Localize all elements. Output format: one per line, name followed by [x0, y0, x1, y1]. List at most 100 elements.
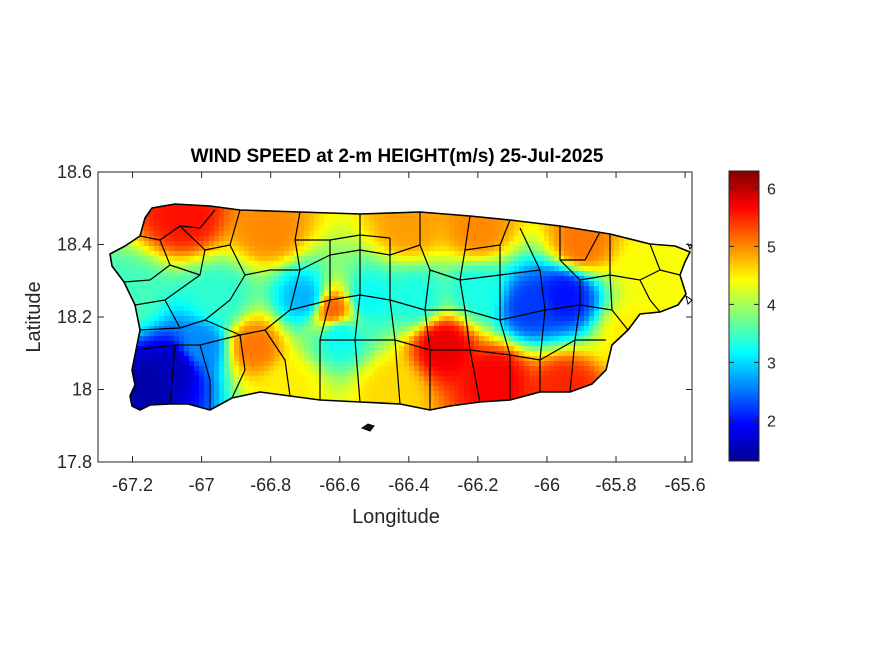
field-cell	[339, 281, 345, 287]
field-cell	[349, 341, 355, 347]
field-cell	[649, 276, 655, 282]
field-cell	[599, 231, 605, 237]
field-cell	[354, 231, 360, 237]
field-cell	[164, 346, 170, 352]
field-cell	[424, 236, 430, 242]
field-cell	[549, 261, 555, 267]
field-cell	[579, 336, 585, 342]
field-cell	[399, 366, 405, 372]
field-cell	[184, 321, 190, 327]
field-cell	[129, 291, 135, 297]
field-cell	[629, 306, 635, 312]
field-cell	[359, 316, 365, 322]
field-cell	[384, 296, 390, 302]
field-cell	[259, 321, 265, 327]
field-cell	[174, 316, 180, 322]
field-cell	[584, 291, 590, 297]
field-cell	[449, 326, 455, 332]
field-cell	[559, 321, 565, 327]
field-cell	[429, 386, 435, 392]
field-cell	[664, 266, 670, 272]
field-cell	[569, 346, 575, 352]
field-cell	[379, 386, 385, 392]
field-cell	[434, 386, 440, 392]
field-cell	[419, 251, 425, 257]
field-cell	[139, 341, 145, 347]
field-cell	[259, 291, 265, 297]
field-cell	[329, 301, 335, 307]
field-cell	[454, 246, 460, 252]
field-cell	[469, 241, 475, 247]
field-cell	[544, 291, 550, 297]
field-cell	[464, 366, 470, 372]
field-cell	[399, 351, 405, 357]
field-cell	[329, 356, 335, 362]
field-cell	[159, 376, 165, 382]
field-cell	[579, 296, 585, 302]
field-cell	[169, 256, 175, 262]
field-cell	[134, 376, 140, 382]
field-cell	[534, 371, 540, 377]
field-cell	[244, 376, 250, 382]
field-cell	[509, 361, 515, 367]
field-cell	[294, 361, 300, 367]
field-cell	[214, 311, 220, 317]
field-cell	[159, 331, 165, 337]
field-cell	[149, 221, 155, 227]
field-cell	[454, 281, 460, 287]
field-cell	[324, 221, 330, 227]
field-cell	[189, 311, 195, 317]
field-cell	[659, 296, 665, 302]
field-cell	[289, 341, 295, 347]
field-cell	[599, 246, 605, 252]
field-cell	[464, 226, 470, 232]
field-cell	[379, 261, 385, 267]
field-cell	[519, 246, 525, 252]
field-cell	[304, 331, 310, 337]
field-cell	[579, 301, 585, 307]
field-cell	[694, 241, 700, 247]
field-cell	[424, 256, 430, 262]
field-cell	[339, 376, 345, 382]
field-cell	[324, 371, 330, 377]
field-cell	[169, 356, 175, 362]
field-cell	[184, 356, 190, 362]
field-cell	[619, 246, 625, 252]
field-cell	[329, 221, 335, 227]
field-cell	[514, 251, 520, 257]
field-cell	[504, 301, 510, 307]
field-cell	[594, 351, 600, 357]
field-cell	[414, 331, 420, 337]
field-cell	[594, 251, 600, 257]
field-cell	[419, 291, 425, 297]
field-cell	[399, 331, 405, 337]
field-cell	[239, 336, 245, 342]
field-cell	[279, 241, 285, 247]
field-cell	[529, 261, 535, 267]
field-cell	[144, 256, 150, 262]
field-cell	[259, 331, 265, 337]
field-cell	[654, 246, 660, 252]
field-cell	[164, 386, 170, 392]
field-cell	[569, 291, 575, 297]
field-cell	[334, 231, 340, 237]
field-cell	[454, 401, 460, 407]
field-cell	[169, 241, 175, 247]
field-cell	[204, 281, 210, 287]
field-cell	[694, 261, 700, 267]
field-cell	[459, 301, 465, 307]
field-cell	[629, 281, 635, 287]
field-cell	[524, 366, 530, 372]
field-cell	[524, 306, 530, 312]
field-cell	[659, 261, 665, 267]
field-cell	[564, 251, 570, 257]
field-cell	[544, 341, 550, 347]
field-cell	[544, 241, 550, 247]
field-cell	[164, 366, 170, 372]
field-cell	[184, 276, 190, 282]
field-cell	[249, 296, 255, 302]
field-cell	[389, 266, 395, 272]
field-cell	[349, 376, 355, 382]
field-cell	[429, 276, 435, 282]
field-cell	[239, 316, 245, 322]
